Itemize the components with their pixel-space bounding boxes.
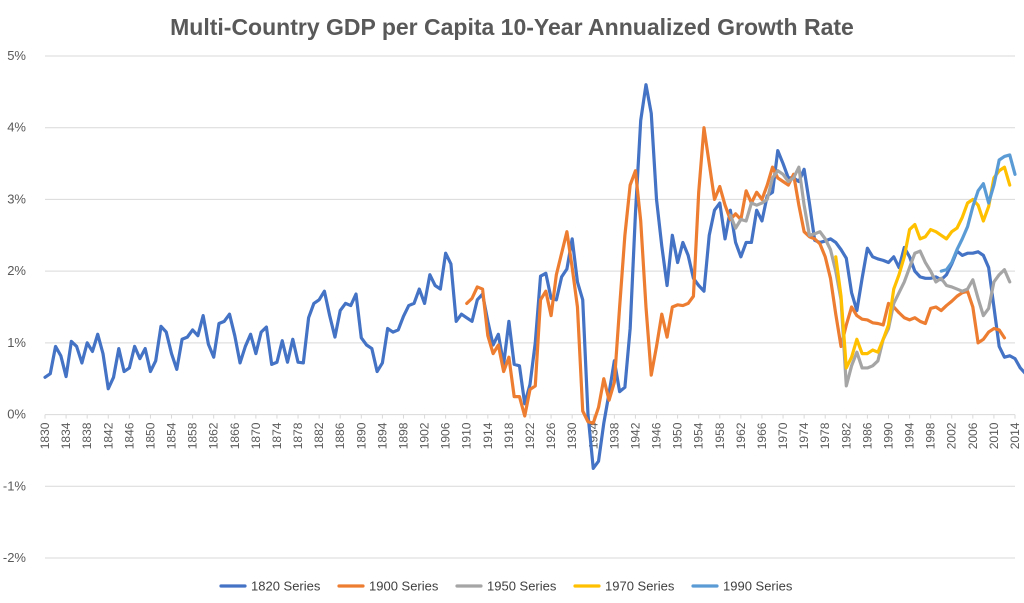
x-tick-label: 2014: [1008, 422, 1022, 449]
x-tick-label: 1922: [523, 422, 537, 449]
x-tick-label: 1870: [249, 422, 263, 449]
x-tick-label: 1830: [38, 422, 52, 449]
series-line-1900-series: [465, 126, 1007, 425]
series-line-1820-series: [43, 83, 1024, 470]
legend-label-1970-series: 1970 Series: [605, 579, 675, 594]
y-tick-label: 1%: [7, 335, 26, 350]
x-tick-label: 1890: [354, 422, 368, 449]
x-axis-ticks: 1830 1834 1838 1842 1846 1850 1854 1858 1862 1866…: [38, 414, 1022, 449]
x-tick-label: 1834: [59, 422, 73, 449]
gridlines: [45, 55, 1015, 559]
x-tick-label: 1910: [460, 422, 474, 449]
x-tick-label: 1854: [165, 422, 179, 449]
series-lines: [43, 83, 1024, 470]
y-tick-label: -1%: [3, 478, 27, 493]
chart-title: Multi-Country GDP per Capita 10-Year Ann…: [170, 14, 854, 40]
x-tick-label: 2010: [987, 422, 1001, 449]
legend: 1820 Series 1900 Series 1950 Series 1970 Se…: [219, 579, 793, 594]
series-line-1990-series: [939, 153, 1017, 273]
x-tick-label: 1886: [333, 422, 347, 449]
x-tick-label: 1878: [291, 422, 305, 449]
x-tick-label: 1862: [207, 422, 221, 449]
x-tick-label: 1838: [80, 422, 94, 449]
x-tick-label: 1962: [734, 422, 748, 449]
y-tick-label: 3%: [7, 191, 26, 206]
x-tick-label: 1946: [650, 422, 664, 449]
x-tick-label: 1846: [122, 422, 136, 449]
series-line-1950-series: [728, 165, 1012, 388]
x-tick-label: 1874: [270, 422, 284, 449]
x-tick-label: 1982: [839, 422, 853, 449]
x-tick-label: 2002: [945, 422, 959, 449]
x-tick-label: 1858: [186, 422, 200, 449]
x-tick-label: 1850: [143, 422, 157, 449]
legend-label-1900-series: 1900 Series: [369, 579, 439, 594]
legend-label-1950-series: 1950 Series: [487, 579, 557, 594]
y-tick-label: 2%: [7, 263, 26, 278]
series-line-1970-series: [834, 165, 1012, 370]
x-tick-label: 1954: [692, 422, 706, 449]
x-tick-label: 1906: [439, 422, 453, 449]
x-tick-label: 1942: [628, 422, 642, 449]
x-tick-label: 1866: [228, 422, 242, 449]
x-tick-label: 2006: [966, 422, 980, 449]
x-tick-label: 1926: [544, 422, 558, 449]
y-tick-label: 5%: [7, 48, 26, 63]
x-tick-label: 1978: [818, 422, 832, 449]
x-tick-label: 1966: [755, 422, 769, 449]
x-tick-label: 1930: [565, 422, 579, 449]
x-tick-label: 1990: [881, 422, 895, 449]
x-tick-label: 1882: [312, 422, 326, 449]
y-axis-ticks: -2% -1% 0% 1% 2% 3% 4% 5%: [3, 48, 27, 565]
x-tick-label: 1994: [903, 422, 917, 449]
x-tick-label: 1970: [776, 422, 790, 449]
x-tick-label: 1918: [502, 422, 516, 449]
x-tick-label: 1938: [607, 422, 621, 449]
legend-label-1990-series: 1990 Series: [723, 579, 793, 594]
legend-label-1820-series: 1820 Series: [251, 579, 321, 594]
x-tick-label: 1998: [924, 422, 938, 449]
y-tick-label: -2%: [3, 550, 27, 565]
x-tick-label: 1974: [797, 422, 811, 449]
x-tick-label: 1902: [418, 422, 432, 449]
x-tick-label: 1894: [375, 422, 389, 449]
x-tick-label: 1898: [396, 422, 410, 449]
x-tick-label: 1842: [101, 422, 115, 449]
x-tick-label: 1950: [671, 422, 685, 449]
y-tick-label: 0%: [7, 407, 26, 422]
x-tick-label: 1914: [481, 422, 495, 449]
x-tick-label: 1986: [860, 422, 874, 449]
y-tick-label: 4%: [7, 120, 26, 135]
x-tick-label: 1958: [713, 422, 727, 449]
